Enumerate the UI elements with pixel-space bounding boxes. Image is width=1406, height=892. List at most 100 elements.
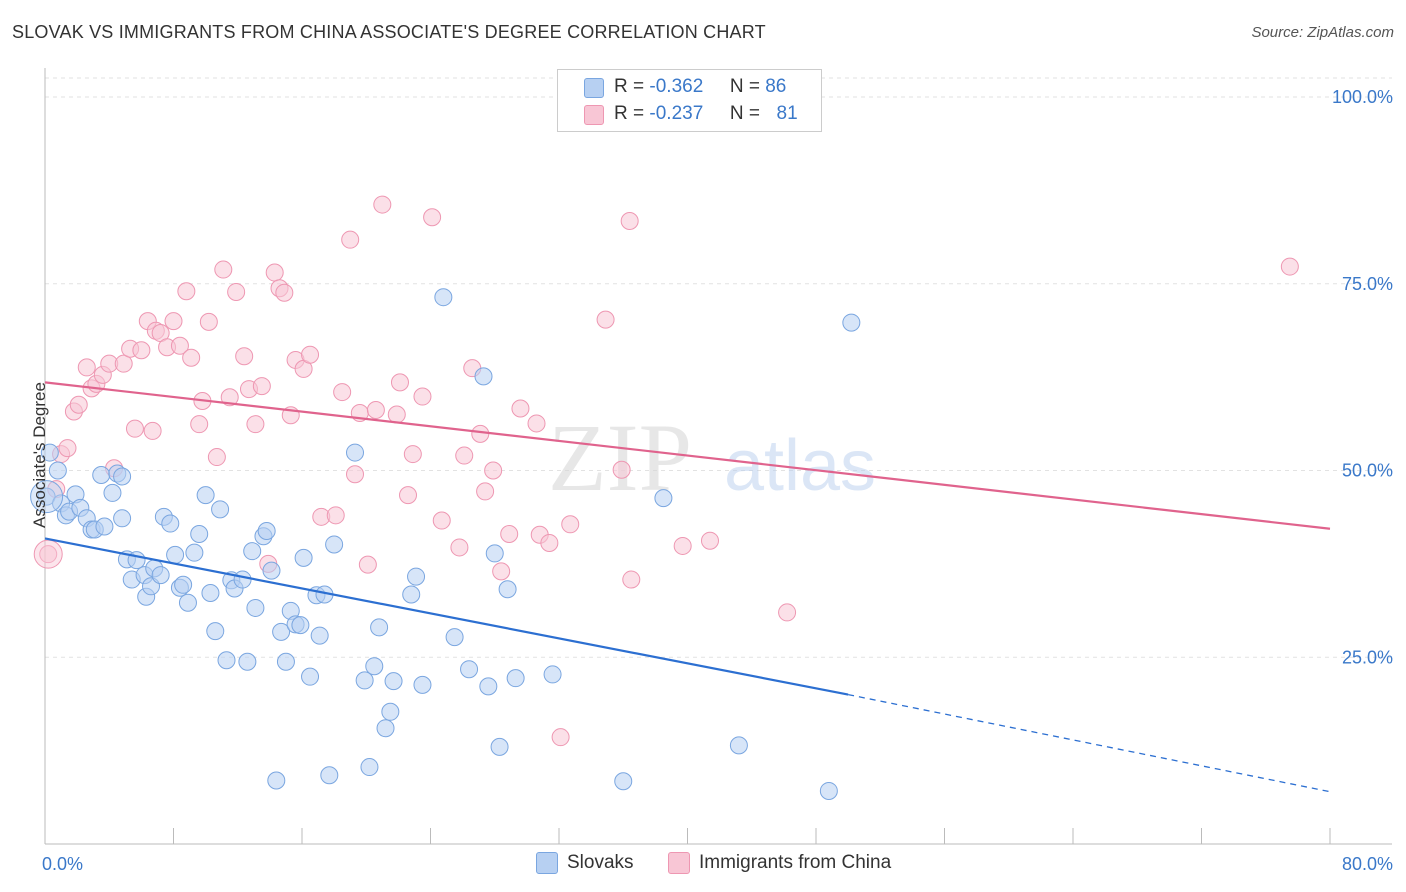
slovak-point	[301, 667, 320, 686]
slovak-point	[161, 514, 180, 533]
slovak-point	[498, 580, 517, 599]
series-slovaks	[30, 288, 861, 800]
slovak-point	[490, 737, 509, 756]
series-immigrants-from-china	[33, 195, 1299, 747]
china-point	[492, 562, 511, 581]
china-point	[432, 511, 451, 530]
china-point	[1280, 257, 1299, 276]
slovak-point	[445, 628, 464, 647]
y-tick-label: 75.0%	[1342, 274, 1393, 294]
bottom-legend-china: Immigrants from China	[699, 852, 892, 873]
china-point	[455, 446, 474, 465]
slovak-point	[206, 622, 225, 641]
legend-n-value: 81	[776, 103, 798, 124]
china-point	[622, 570, 641, 589]
china-point	[275, 283, 294, 302]
slovak-point	[320, 766, 339, 785]
china-point	[69, 395, 88, 414]
bottom-legend-swatch-slovaks	[536, 852, 558, 874]
china-point	[333, 383, 352, 402]
slovak-point	[30, 480, 64, 514]
slovak-point	[479, 677, 498, 696]
china-point	[511, 399, 530, 418]
chart-title: SLOVAK VS IMMIGRANTS FROM CHINA ASSOCIAT…	[12, 22, 766, 42]
axes	[44, 68, 1392, 845]
china-point	[403, 445, 422, 464]
china-point	[620, 212, 639, 231]
china-point	[182, 348, 201, 367]
slovak-point	[95, 517, 114, 536]
china-point	[58, 439, 77, 458]
china-point	[301, 345, 320, 364]
slovaks-trend-line	[44, 537, 849, 696]
y-tick-label: 50.0%	[1342, 461, 1393, 481]
slovak-point	[460, 660, 479, 679]
slovak-point	[407, 567, 426, 586]
trend-lines	[44, 381, 1331, 793]
slovak-point	[346, 443, 365, 462]
gridlines	[45, 77, 1392, 658]
slovak-point	[178, 593, 197, 612]
slovak-point	[819, 781, 838, 800]
china-point	[125, 419, 144, 438]
bottom-legend-slovaks: Slovaks	[567, 852, 634, 873]
china-point	[326, 506, 345, 525]
china-point	[164, 312, 183, 331]
china-point	[199, 312, 218, 331]
china-point	[778, 603, 797, 622]
slovak-point	[384, 672, 403, 691]
slovak-point	[246, 598, 265, 617]
slovak-point	[196, 486, 215, 505]
china-point	[471, 424, 490, 443]
slovak-point	[325, 535, 344, 554]
china-point	[358, 555, 377, 574]
china-point	[39, 545, 58, 564]
legend-row-china: R = -0.237 N = 81	[614, 103, 798, 124]
slovak-point	[92, 465, 111, 484]
source-label: Source: ZipAtlas.com	[1251, 24, 1394, 41]
slovak-point	[434, 288, 453, 307]
slovak-point	[238, 652, 257, 671]
slovak-point	[185, 543, 204, 562]
china-point	[227, 282, 246, 301]
y-tick-label: 100.0%	[1332, 87, 1393, 107]
slovak-point	[381, 702, 400, 721]
slovak-point	[402, 585, 421, 604]
china-point	[399, 486, 418, 505]
slovaks-trend-extension	[847, 693, 1331, 793]
slovak-point	[729, 736, 748, 755]
china-point	[561, 515, 580, 534]
x-tick-label: 0.0%	[42, 854, 83, 874]
slovak-point	[40, 443, 59, 462]
china-point	[252, 377, 271, 396]
slovak-point	[310, 626, 329, 645]
y-tick-label: 25.0%	[1342, 647, 1393, 667]
slovak-point	[151, 566, 170, 585]
slovak-point	[113, 467, 132, 486]
correlation-legend: R = -0.362 N = 86 R = -0.237 N = 81	[557, 69, 822, 132]
slovak-point	[370, 618, 389, 637]
china-point	[540, 533, 559, 552]
china-point	[450, 538, 469, 557]
china-point	[484, 461, 503, 480]
slovak-point	[190, 524, 209, 543]
slovak-point	[113, 509, 132, 528]
slovak-point	[543, 665, 562, 684]
slovak-point	[267, 771, 286, 790]
china-point	[177, 282, 196, 301]
slovak-point	[365, 657, 384, 676]
slovak-point	[272, 622, 291, 641]
slovak-point	[233, 570, 252, 589]
slovak-point	[614, 772, 633, 791]
china-trend-line	[44, 381, 1331, 530]
china-point	[214, 260, 233, 279]
china-point	[170, 336, 189, 355]
china-point	[132, 341, 151, 360]
slovak-point	[506, 669, 525, 688]
china-point	[551, 728, 570, 747]
slovak-point	[201, 584, 220, 603]
slovak-point	[842, 313, 861, 332]
china-point	[190, 415, 209, 434]
slovak-point	[262, 561, 281, 580]
